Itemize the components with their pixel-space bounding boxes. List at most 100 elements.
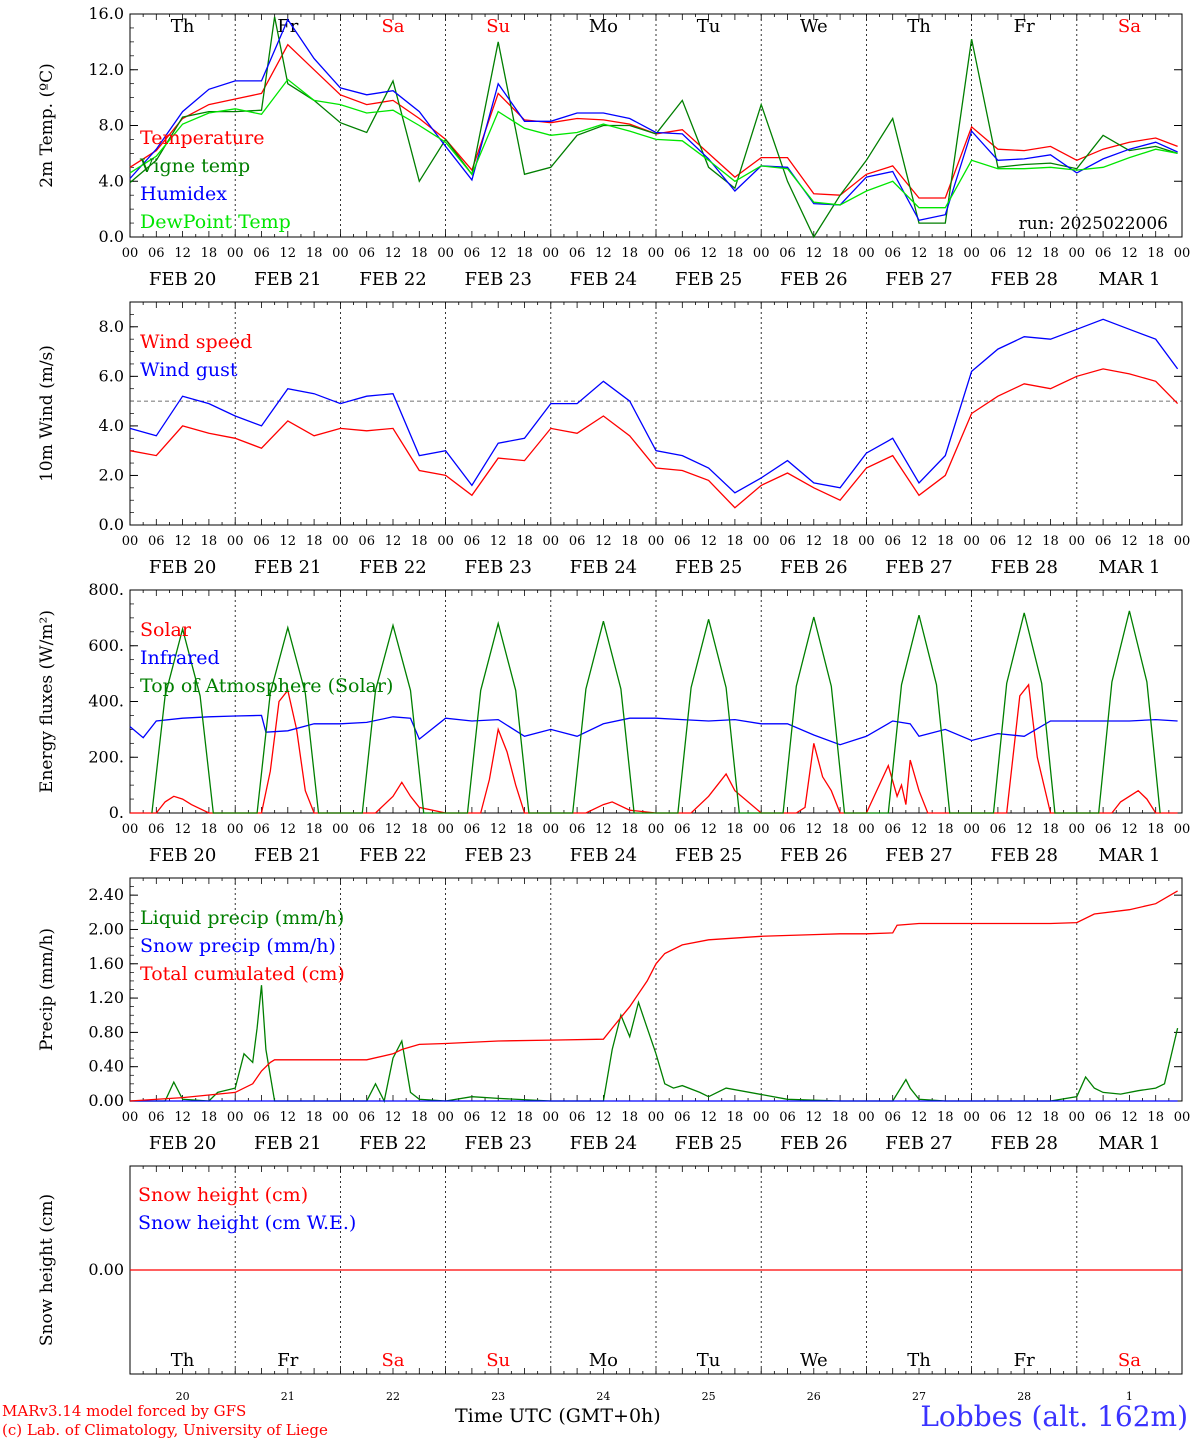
hour-label: 12 xyxy=(280,822,297,837)
date-label: FEB 25 xyxy=(675,1133,742,1154)
y-tick-label: 8.0 xyxy=(99,116,124,135)
y-tick-label: 600. xyxy=(88,636,124,655)
date-label: FEB 23 xyxy=(464,557,531,578)
hour-label: 06 xyxy=(358,1110,375,1125)
hour-label: 06 xyxy=(884,1110,901,1125)
hour-label: 18 xyxy=(516,1110,533,1125)
y-axis-title: 2m Temp. (ºC) xyxy=(37,63,57,188)
series-line-wind-speed xyxy=(129,368,1179,509)
date-label: FEB 22 xyxy=(359,269,426,290)
hour-label: 12 xyxy=(911,246,928,261)
hour-label: 18 xyxy=(832,534,849,549)
legend-entry: Vigne temp xyxy=(139,155,250,177)
hour-label: 12 xyxy=(1121,1110,1138,1125)
hour-label: 00 xyxy=(648,822,665,837)
hour-label: 06 xyxy=(569,534,586,549)
date-label: FEB 21 xyxy=(254,845,321,866)
series-line-dewpoint-temp xyxy=(129,78,1178,209)
y-tick-label: 4.0 xyxy=(99,171,124,190)
hour-label: 00 xyxy=(963,822,980,837)
hour-label: 00 xyxy=(1174,246,1191,261)
hour-label: 06 xyxy=(464,246,481,261)
hour-label: 12 xyxy=(700,822,717,837)
hour-label: 18 xyxy=(411,246,428,261)
hour-label: 18 xyxy=(1042,1110,1059,1125)
date-label: FEB 24 xyxy=(570,1133,637,1154)
hour-label: 18 xyxy=(1042,534,1059,549)
hour-label: 12 xyxy=(1016,1110,1033,1125)
hour-label: 00 xyxy=(543,534,560,549)
date-label: FEB 23 xyxy=(464,269,531,290)
hour-label: 06 xyxy=(990,1110,1007,1125)
hour-label: 12 xyxy=(174,534,191,549)
hour-label: 00 xyxy=(1174,534,1191,549)
legend-entry: Snow precip (mm/h) xyxy=(140,935,336,957)
hour-label: 00 xyxy=(543,1110,560,1125)
date-label: FEB 27 xyxy=(885,269,952,290)
y-tick-label: 0. xyxy=(109,803,124,822)
hour-label: 18 xyxy=(306,534,323,549)
series-line-humidex xyxy=(129,18,1178,222)
day-of-week-label: Su xyxy=(486,1350,510,1371)
model-label: MARv3.14 model forced by GFS xyxy=(2,1402,247,1420)
hour-label: 06 xyxy=(253,534,270,549)
date-label: FEB 24 xyxy=(570,269,637,290)
day-of-week-label: Mo xyxy=(589,1350,618,1371)
hour-label: 18 xyxy=(1147,534,1164,549)
date-label: FEB 26 xyxy=(780,269,847,290)
hour-label: 18 xyxy=(516,822,533,837)
hour-label: 00 xyxy=(1069,246,1086,261)
date-label: FEB 28 xyxy=(990,557,1057,578)
hour-label: 18 xyxy=(516,246,533,261)
hour-label: 00 xyxy=(1174,1110,1191,1125)
series-line-vigne-temp xyxy=(129,16,1178,239)
hour-label: 18 xyxy=(306,246,323,261)
day-number-label: 24 xyxy=(596,1390,610,1403)
y-tick-label: 200. xyxy=(88,747,124,766)
hour-label: 12 xyxy=(1016,246,1033,261)
hour-label: 12 xyxy=(174,1110,191,1125)
hour-label: 18 xyxy=(832,1110,849,1125)
day-of-week-label: Sa xyxy=(1118,16,1141,37)
date-label: FEB 20 xyxy=(149,269,216,290)
day-of-week-label: Fr xyxy=(277,1350,298,1371)
hour-label: 06 xyxy=(253,822,270,837)
hour-label: 00 xyxy=(753,822,770,837)
hour-label: 12 xyxy=(1121,822,1138,837)
date-label: FEB 28 xyxy=(990,1133,1057,1154)
legend-entry: Solar xyxy=(140,619,192,641)
hour-label: 18 xyxy=(201,822,218,837)
hour-label: 00 xyxy=(227,1110,244,1125)
hour-label: 06 xyxy=(358,246,375,261)
hour-label: 06 xyxy=(884,246,901,261)
hour-label: 18 xyxy=(1042,246,1059,261)
hour-label: 18 xyxy=(621,246,638,261)
date-label: FEB 24 xyxy=(570,557,637,578)
day-number-label: 26 xyxy=(807,1390,821,1403)
hour-label: 12 xyxy=(385,246,402,261)
hour-label: 06 xyxy=(253,246,270,261)
y-tick-label: 0.80 xyxy=(88,1022,124,1041)
day-number-label: 23 xyxy=(491,1390,505,1403)
date-label: FEB 23 xyxy=(464,845,531,866)
hour-label: 00 xyxy=(648,246,665,261)
hour-label: 00 xyxy=(543,822,560,837)
day-of-week-label: Th xyxy=(907,16,931,37)
hour-label: 12 xyxy=(385,534,402,549)
y-tick-label: 8.0 xyxy=(99,317,124,336)
run-annotation: run: 2025022006 xyxy=(1019,214,1168,234)
hour-label: 06 xyxy=(358,534,375,549)
y-tick-label: 0.0 xyxy=(99,515,124,534)
hour-label: 00 xyxy=(437,822,454,837)
hour-label: 18 xyxy=(201,534,218,549)
day-of-week-label: Th xyxy=(171,1350,195,1371)
hour-label: 00 xyxy=(332,1110,349,1125)
hour-label: 12 xyxy=(174,822,191,837)
hour-label: 12 xyxy=(1121,246,1138,261)
y-tick-label: 400. xyxy=(88,692,124,711)
hour-label: 18 xyxy=(516,534,533,549)
y-tick-label: 0.00 xyxy=(88,1091,124,1110)
hour-label: 18 xyxy=(727,534,744,549)
hour-label: 00 xyxy=(753,246,770,261)
